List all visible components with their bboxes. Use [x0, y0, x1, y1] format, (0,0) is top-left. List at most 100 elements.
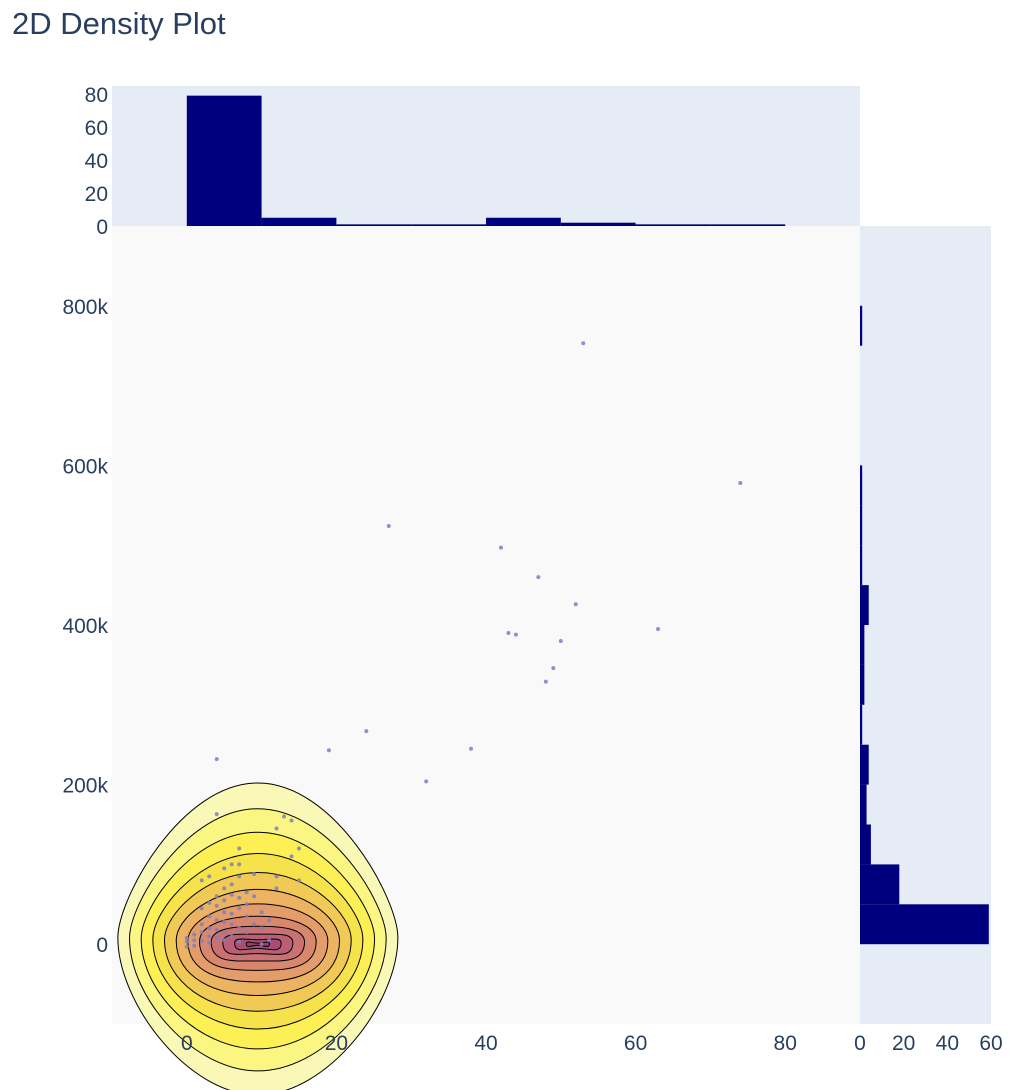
scatter-point-25: [222, 898, 227, 903]
scatter-point-71: [513, 632, 518, 637]
scatter-point-36: [237, 895, 242, 900]
scatter-point-28: [229, 934, 234, 939]
x-tick-label: 0: [181, 1032, 193, 1055]
scatter-point-78: [656, 626, 661, 631]
scatter-point-6: [192, 943, 197, 948]
scatter-point-57: [289, 818, 294, 823]
scatter-point-34: [237, 926, 242, 931]
scatter-point-1: [184, 939, 189, 944]
scatter-point-55: [282, 814, 287, 819]
x-histogram-bar-6: [560, 222, 636, 226]
scatter-point-67: [424, 779, 429, 784]
y-histogram-bar-4: [860, 784, 867, 825]
scatter-point-51: [267, 918, 272, 923]
scatter-point-59: [297, 878, 301, 883]
right-histogram-tick-label: 60: [979, 1032, 1002, 1055]
scatter-point-11: [207, 940, 212, 945]
y-histogram-bar-12: [860, 465, 863, 506]
scatter-point-63: [214, 757, 219, 762]
x-tick-label: 60: [624, 1032, 647, 1055]
scatter-point-33: [237, 939, 242, 944]
scatter-point-27: [222, 866, 227, 871]
scatter-point-62: [214, 812, 219, 817]
x-histogram-bar-5: [486, 217, 561, 226]
scatter-point-26: [222, 886, 227, 891]
top-histogram-tick-label: 80: [85, 84, 108, 107]
scatter-point-73: [543, 679, 548, 684]
scatter-point-79: [738, 480, 743, 485]
scatter-point-60: [199, 878, 204, 883]
scatter-point-30: [229, 911, 234, 916]
x-tick-label: 80: [774, 1032, 797, 1055]
y-tick-label: 0: [96, 934, 108, 957]
scatter-point-32: [229, 882, 234, 887]
right-histogram-tick-label: 20: [892, 1032, 915, 1055]
y-histogram-bar-2: [860, 864, 900, 905]
scatter-point-10: [199, 906, 204, 911]
y-tick-label: 800k: [62, 296, 108, 319]
y-histogram-bar-3: [860, 824, 871, 865]
x-histogram-bar-4: [411, 224, 486, 226]
x-histogram-bar-8: [710, 224, 786, 226]
y-histogram-bar-5: [860, 744, 869, 785]
scatter-point-56: [289, 854, 294, 859]
scatter-point-46: [252, 871, 257, 876]
top-histogram-tick-label: 20: [85, 183, 108, 206]
scatter-point-24: [222, 910, 227, 915]
scatter-point-64: [326, 748, 331, 753]
top-histogram-tick-label: 40: [85, 150, 108, 173]
y-histogram-bar-10: [860, 545, 863, 586]
scatter-point-2: [184, 935, 189, 940]
scatter-point-47: [259, 942, 264, 947]
scatter-point-35: [237, 906, 242, 911]
x-histogram-bar-7: [635, 224, 711, 226]
scatter-point-48: [259, 926, 264, 931]
scatter-point-52: [274, 886, 279, 891]
top-histogram-tick-label: 0: [96, 216, 108, 239]
scatter-point-42: [244, 902, 249, 907]
y-tick-label: 400k: [62, 615, 108, 638]
scatter-point-14: [207, 914, 212, 919]
axis-ticks: 0 20 40 60 80 0 200k 400k 600k 800k 0 20 40 60 80 0 20 40…: [62, 84, 1002, 1055]
scatter-point-50: [267, 938, 272, 943]
scatter-point-77: [581, 341, 586, 346]
y-tick-label: 200k: [62, 775, 108, 798]
scatter-point-16: [214, 935, 219, 940]
scatter-point-44: [252, 922, 257, 927]
scatter-point-37: [237, 874, 242, 879]
x-histogram-bar-1: [186, 95, 262, 227]
y-tick-label: 600k: [62, 455, 108, 478]
scatter-point-7: [199, 939, 204, 944]
scatter-point-75: [558, 638, 563, 643]
scatter-point-4: [192, 938, 197, 943]
scatter-point-3: [184, 944, 189, 949]
scatter-point-29: [229, 922, 234, 927]
y-histogram-bar-11: [860, 505, 863, 546]
scatter-point-69: [498, 545, 503, 550]
scatter-point-61: [207, 874, 212, 879]
y-histogram-bar-1: [860, 904, 989, 945]
scatter-points: [184, 341, 743, 949]
top-histogram-tick-label: 60: [85, 117, 108, 140]
scatter-point-5: [192, 932, 197, 937]
right-histogram-tick-label: 0: [854, 1032, 866, 1055]
scatter-point-17: [214, 927, 219, 932]
scatter-point-31: [229, 892, 234, 897]
scatter-point-80: [229, 862, 234, 867]
scatter-point-13: [207, 926, 212, 931]
scatter-point-76: [573, 602, 578, 607]
scatter-point-53: [274, 874, 279, 879]
scatter-point-66: [386, 524, 391, 529]
scatter-point-45: [252, 894, 257, 899]
top-histogram-bars: [186, 95, 786, 227]
scatter-point-74: [551, 666, 556, 671]
scatter-point-72: [536, 575, 541, 580]
scatter-point-41: [244, 914, 249, 919]
x-tick-label: 40: [474, 1032, 497, 1055]
y-histogram-bar-9: [860, 585, 869, 625]
y-histogram-bar-8: [860, 625, 865, 665]
scatter-point-9: [199, 922, 204, 927]
x-histogram-bar-3: [336, 224, 412, 226]
y-histogram-bar-16: [860, 305, 863, 346]
